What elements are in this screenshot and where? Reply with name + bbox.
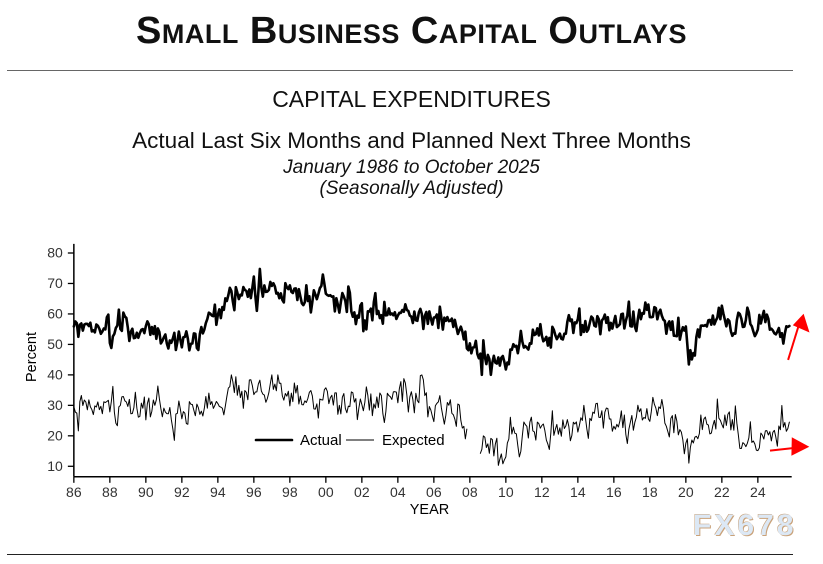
svg-text:10: 10 (47, 458, 63, 474)
svg-text:20: 20 (678, 484, 694, 500)
svg-text:90: 90 (138, 484, 154, 500)
svg-text:96: 96 (246, 484, 262, 500)
svg-text:80: 80 (47, 245, 63, 261)
svg-text:94: 94 (210, 484, 226, 500)
svg-text:08: 08 (462, 484, 478, 500)
svg-text:04: 04 (390, 484, 406, 500)
svg-text:22: 22 (714, 484, 730, 500)
svg-text:60: 60 (47, 305, 63, 321)
svg-text:18: 18 (642, 484, 658, 500)
svg-text:10: 10 (498, 484, 514, 500)
svg-text:20: 20 (47, 427, 63, 443)
svg-text:88: 88 (102, 484, 118, 500)
svg-text:16: 16 (606, 484, 622, 500)
svg-text:06: 06 (426, 484, 442, 500)
svg-text:30: 30 (47, 397, 63, 413)
svg-text:14: 14 (570, 484, 586, 500)
svg-text:02: 02 (354, 484, 370, 500)
svg-text:Actual: Actual (300, 432, 342, 449)
svg-text:70: 70 (47, 275, 63, 291)
svg-text:00: 00 (318, 484, 334, 500)
svg-text:98: 98 (282, 484, 298, 500)
svg-text:Expected: Expected (382, 432, 445, 449)
svg-text:24: 24 (750, 484, 766, 500)
svg-text:50: 50 (47, 336, 63, 352)
svg-text:40: 40 (47, 366, 63, 382)
svg-text:12: 12 (534, 484, 550, 500)
svg-text:86: 86 (66, 484, 82, 500)
svg-text:92: 92 (174, 484, 190, 500)
